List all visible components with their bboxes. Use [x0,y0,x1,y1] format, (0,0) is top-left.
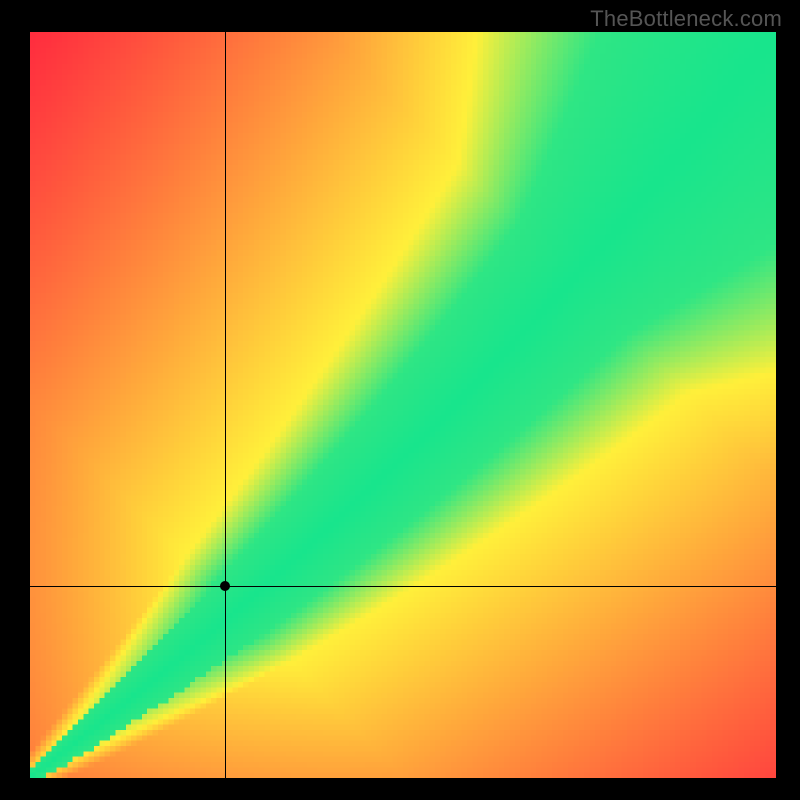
heatmap-plot [30,32,776,778]
heatmap-canvas [30,32,776,778]
crosshair-marker [220,581,230,591]
watermark-text: TheBottleneck.com [590,6,782,32]
crosshair-horizontal [30,586,776,587]
crosshair-vertical [225,32,226,778]
chart-frame: TheBottleneck.com [0,0,800,800]
